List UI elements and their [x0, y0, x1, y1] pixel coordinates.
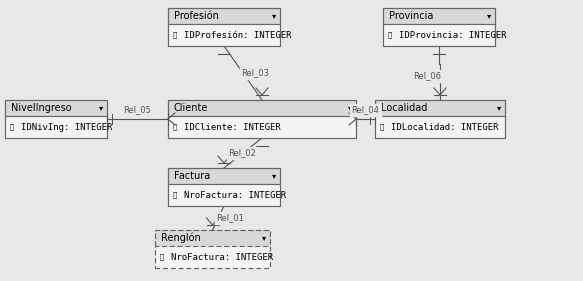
Bar [375, 100, 505, 138]
Bar [5, 100, 107, 116]
Text: 🔑: 🔑 [160, 254, 164, 260]
Text: IDCliente: INTEGER: IDCliente: INTEGER [184, 123, 281, 132]
Text: ▾: ▾ [347, 103, 352, 112]
Text: Rel_04: Rel_04 [352, 105, 380, 114]
Bar [383, 24, 495, 46]
Text: ▾: ▾ [487, 12, 491, 21]
Text: 🔑: 🔑 [173, 124, 177, 130]
Text: Rel_02: Rel_02 [228, 148, 256, 157]
Bar [5, 116, 107, 138]
Text: NroFactura: INTEGER: NroFactura: INTEGER [184, 191, 286, 200]
Text: ▾: ▾ [272, 12, 276, 21]
Text: Rel_06: Rel_06 [413, 71, 441, 80]
Text: ▾: ▾ [497, 103, 501, 112]
Bar [168, 168, 280, 206]
Bar [155, 230, 270, 268]
Text: Localidad: Localidad [381, 103, 427, 113]
Bar [383, 8, 495, 24]
Text: NroFactura: INTEGER: NroFactura: INTEGER [171, 253, 273, 262]
Bar [168, 184, 280, 206]
Text: Renglón: Renglón [161, 233, 201, 243]
Text: ▾: ▾ [262, 234, 266, 243]
Bar [168, 100, 356, 116]
Bar [375, 100, 505, 116]
Bar [383, 8, 495, 46]
Text: IDLocalidad: INTEGER: IDLocalidad: INTEGER [391, 123, 498, 132]
Bar [168, 168, 280, 184]
Text: Cliente: Cliente [174, 103, 208, 113]
Bar [168, 100, 356, 138]
Bar [5, 100, 107, 138]
Text: 🔑: 🔑 [173, 32, 177, 38]
Bar [168, 8, 280, 46]
Text: ▾: ▾ [272, 171, 276, 180]
Text: NivelIngreso: NivelIngreso [11, 103, 72, 113]
Text: IDProfesión: INTEGER: IDProfesión: INTEGER [184, 31, 292, 40]
Text: 🔑: 🔑 [380, 124, 384, 130]
Text: Factura: Factura [174, 171, 210, 181]
Text: ▾: ▾ [99, 103, 103, 112]
Bar [155, 230, 270, 246]
Text: Profesión: Profesión [174, 11, 219, 21]
Text: IDProvincia: INTEGER: IDProvincia: INTEGER [399, 31, 507, 40]
Bar [168, 116, 356, 138]
Text: 🔑: 🔑 [173, 192, 177, 198]
Bar [168, 8, 280, 24]
Text: 🔑: 🔑 [10, 124, 14, 130]
Text: Rel_03: Rel_03 [241, 69, 269, 78]
Text: 🔑: 🔑 [388, 32, 392, 38]
Bar [155, 246, 270, 268]
Text: Provincia: Provincia [389, 11, 433, 21]
Bar [168, 24, 280, 46]
Text: Rel_05: Rel_05 [124, 105, 152, 114]
Bar [375, 116, 505, 138]
Text: Rel_01: Rel_01 [216, 214, 244, 223]
Text: IDNivIng: INTEGER: IDNivIng: INTEGER [21, 123, 113, 132]
